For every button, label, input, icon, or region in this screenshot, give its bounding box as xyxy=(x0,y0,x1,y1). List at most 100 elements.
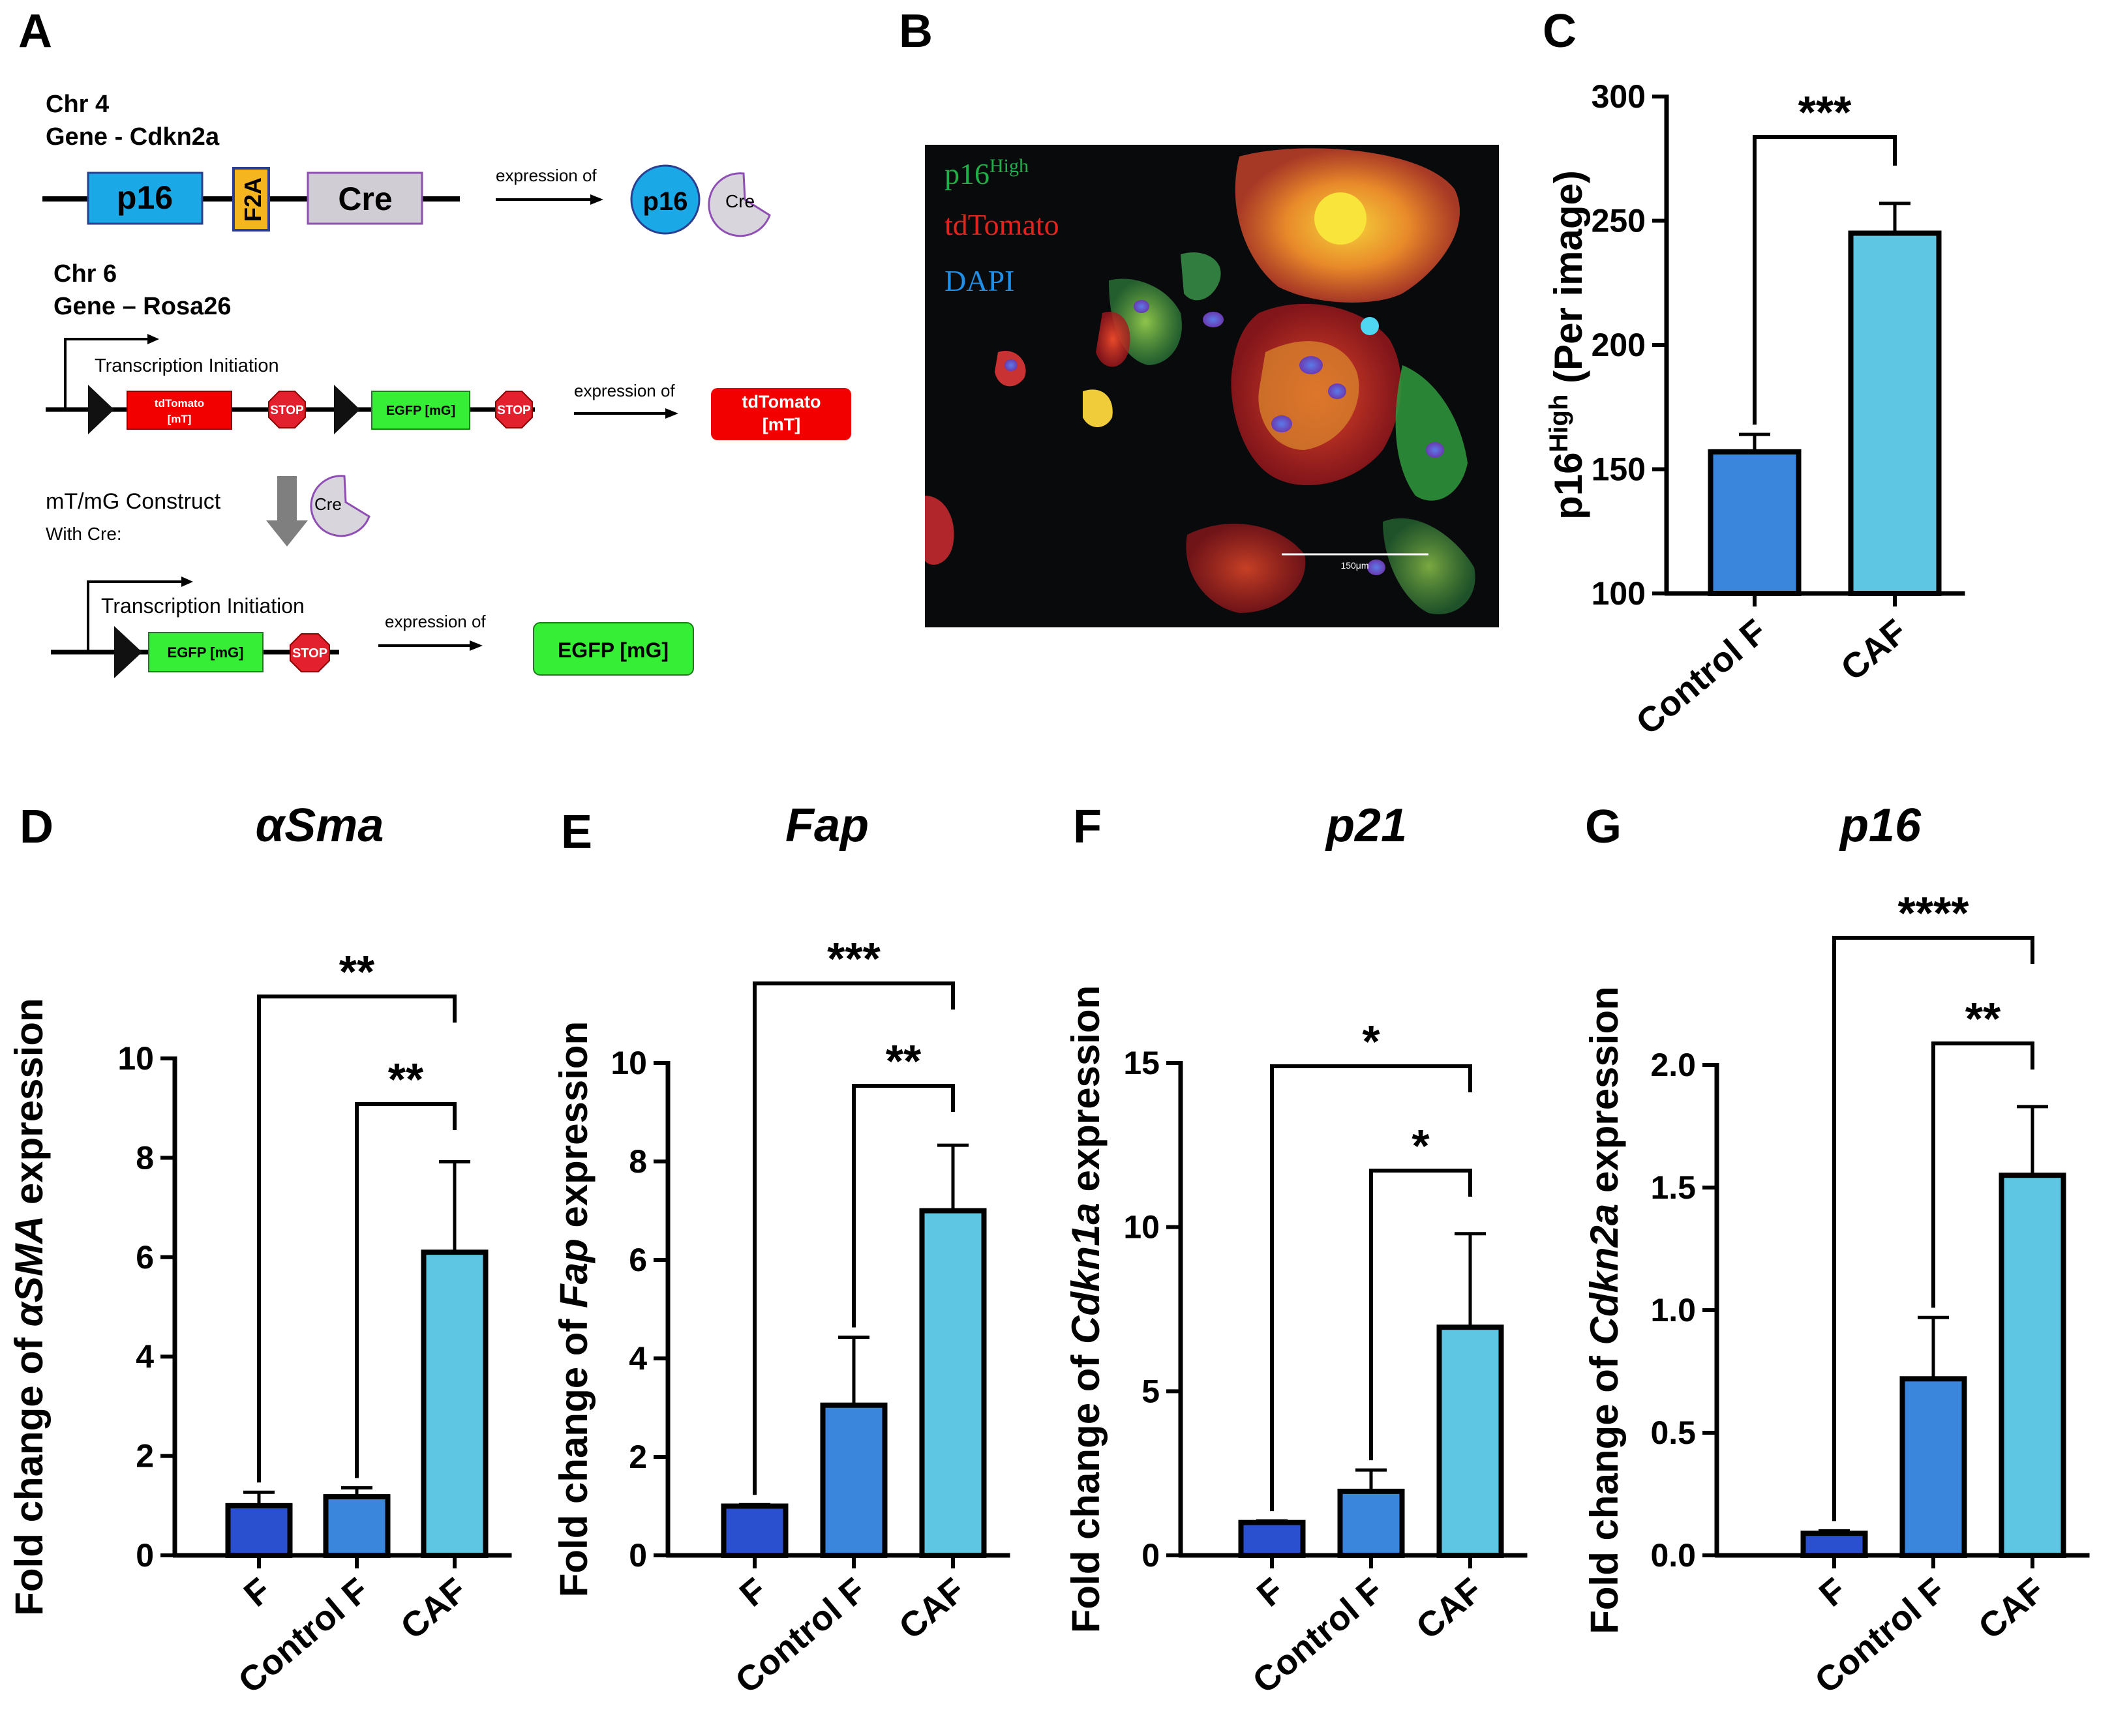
cre-gene-label: Cre xyxy=(338,181,392,217)
expression-of-label-1: expression of xyxy=(496,166,597,185)
y-tick-label-e-4: 8 xyxy=(629,1143,647,1180)
chart-title-f: p21 xyxy=(1325,800,1407,852)
nucleus-bright xyxy=(1361,317,1379,335)
arrowhead-1 xyxy=(590,194,603,205)
x-tick-label-c-1: CAF xyxy=(1834,612,1914,688)
bar-d-0 xyxy=(225,1503,293,1559)
y-tick-label-f-1: 5 xyxy=(1141,1373,1160,1409)
y-tick-label-e-3: 6 xyxy=(629,1242,647,1278)
y-axis-label-e: Fold change of Fap expression xyxy=(552,1021,596,1598)
construct-schematic: Chr 4 Gene - Cdkn2a p16 F2A Cre expressi… xyxy=(42,91,851,678)
nucleus-5 xyxy=(1426,442,1444,458)
gene-cdkn2a-label: Gene - Cdkn2a xyxy=(46,123,220,151)
x-tick-label-f-0: F xyxy=(1250,1570,1291,1614)
significance-stars-g-0: **** xyxy=(1898,888,1970,938)
y-tick-label-e-0: 0 xyxy=(629,1537,647,1574)
y-tick-label-d-1: 2 xyxy=(136,1438,154,1474)
egfp-gene-box-2 xyxy=(148,632,264,672)
chart-title-d: αSma xyxy=(256,800,384,852)
cell-green-right xyxy=(1395,365,1468,501)
legend-dapi: DAPI xyxy=(944,264,1014,297)
stop-sign-icon-1 xyxy=(268,391,306,428)
f2a-box xyxy=(232,167,270,232)
y-tick-label-e-5: 10 xyxy=(611,1045,647,1081)
stop-label-3: STOP xyxy=(292,646,327,661)
significance-bracket-e-0 xyxy=(753,981,955,1495)
significance-stars-c-0: *** xyxy=(1798,87,1852,138)
bar-f-1 xyxy=(1337,1488,1405,1559)
legend-p16-high: p16High xyxy=(944,155,1029,190)
nucleus-3 xyxy=(1328,383,1346,399)
cre-protein-label: Cre xyxy=(725,191,755,211)
p16-gene-box xyxy=(87,172,204,225)
cell-edge-left xyxy=(925,496,954,565)
expression-of-label-2: expression of xyxy=(574,381,675,400)
down-arrow-shaft xyxy=(277,476,297,522)
y-tick-label-e-1: 2 xyxy=(629,1439,647,1475)
bar-e-1 xyxy=(820,1402,888,1559)
y-tick-label-g-2: 1.0 xyxy=(1650,1292,1696,1328)
tdtomato-gene-box xyxy=(127,391,232,430)
x-tick-label-d-2: CAF xyxy=(393,1570,474,1647)
transcription-initiation-2: Transcription Initiation xyxy=(101,594,305,618)
y-tick-label-g-3: 1.5 xyxy=(1650,1169,1696,1206)
egfp-result-box xyxy=(533,622,694,676)
significance-bracket-g-0 xyxy=(1832,936,2034,1521)
tdtomato-result-box xyxy=(711,388,851,440)
y-tick-label-f-2: 10 xyxy=(1123,1209,1160,1246)
tdtomato-result-label-1: tdTomato xyxy=(742,392,821,412)
significance-stars-d-1: ** xyxy=(388,1054,424,1105)
x-tick-label-e-2: CAF xyxy=(892,1570,973,1647)
y-tick-label-d-2: 4 xyxy=(136,1338,154,1375)
y-tick-label-d-0: 0 xyxy=(136,1537,154,1574)
loxp-icon-3 xyxy=(114,626,142,678)
panel-label-c: C xyxy=(1543,5,1577,57)
cre-protein-pacman-icon xyxy=(708,172,771,237)
x-tick-label-g-2: CAF xyxy=(1971,1570,2052,1647)
bar-c-0 xyxy=(1708,449,1802,597)
x-tick-label-g-0: F xyxy=(1812,1570,1854,1614)
chr6-label: Chr 6 xyxy=(53,260,117,288)
promoter-arrow-1 xyxy=(64,338,149,410)
panel-label-d: D xyxy=(20,801,53,853)
significance-stars-d-0: ** xyxy=(339,946,375,997)
arrowhead-2 xyxy=(665,408,678,419)
nucleus-8 xyxy=(1367,560,1385,575)
loxp-icon-1 xyxy=(88,385,114,434)
y-tick-label-e-2: 4 xyxy=(629,1340,647,1377)
tdtomato-gene-label-1: tdTomato xyxy=(155,397,204,410)
promoter-arrow-2 xyxy=(87,580,183,652)
bar-d-1 xyxy=(323,1494,391,1558)
y-tick-label-c-2: 200 xyxy=(1592,327,1646,363)
significance-bracket-g-1 xyxy=(1931,1041,2034,1308)
promoter-arrowhead-2 xyxy=(181,576,193,587)
cre-protein-pacman-icon-2 xyxy=(310,475,370,537)
y-tick-label-f-0: 0 xyxy=(1141,1537,1160,1574)
y-axis-label-g: Fold change of Cdkn2a expression xyxy=(1582,986,1626,1634)
significance-bracket-e-1 xyxy=(852,1084,955,1328)
egfp-gene-box-1 xyxy=(371,391,470,430)
nucleus-6 xyxy=(1134,300,1149,313)
expression-of-label-3: expression of xyxy=(385,612,486,631)
nucleus-2 xyxy=(1299,356,1323,374)
f2a-label: F2A xyxy=(239,177,266,222)
arrowhead-3 xyxy=(470,640,483,651)
stop-label-1: STOP xyxy=(270,404,304,417)
significance-stars-e-0: *** xyxy=(827,933,881,984)
p16-protein-label: p16 xyxy=(643,187,688,216)
significance-stars-f-0: * xyxy=(1362,1016,1380,1067)
chr4-label: Chr 4 xyxy=(46,91,109,118)
chart-title-e: Fap xyxy=(785,800,869,852)
stop-label-2: STOP xyxy=(497,404,531,417)
significance-bracket-f-0 xyxy=(1270,1064,1472,1512)
cell-red-bottom xyxy=(1186,524,1306,613)
panel-label-a: A xyxy=(18,5,52,57)
egfp-gene-label-2: EGFP [mG] xyxy=(168,644,244,661)
significance-stars-f-1: * xyxy=(1412,1120,1430,1171)
bar-g-1 xyxy=(1899,1376,1967,1559)
y-tick-label-d-5: 10 xyxy=(117,1040,154,1077)
